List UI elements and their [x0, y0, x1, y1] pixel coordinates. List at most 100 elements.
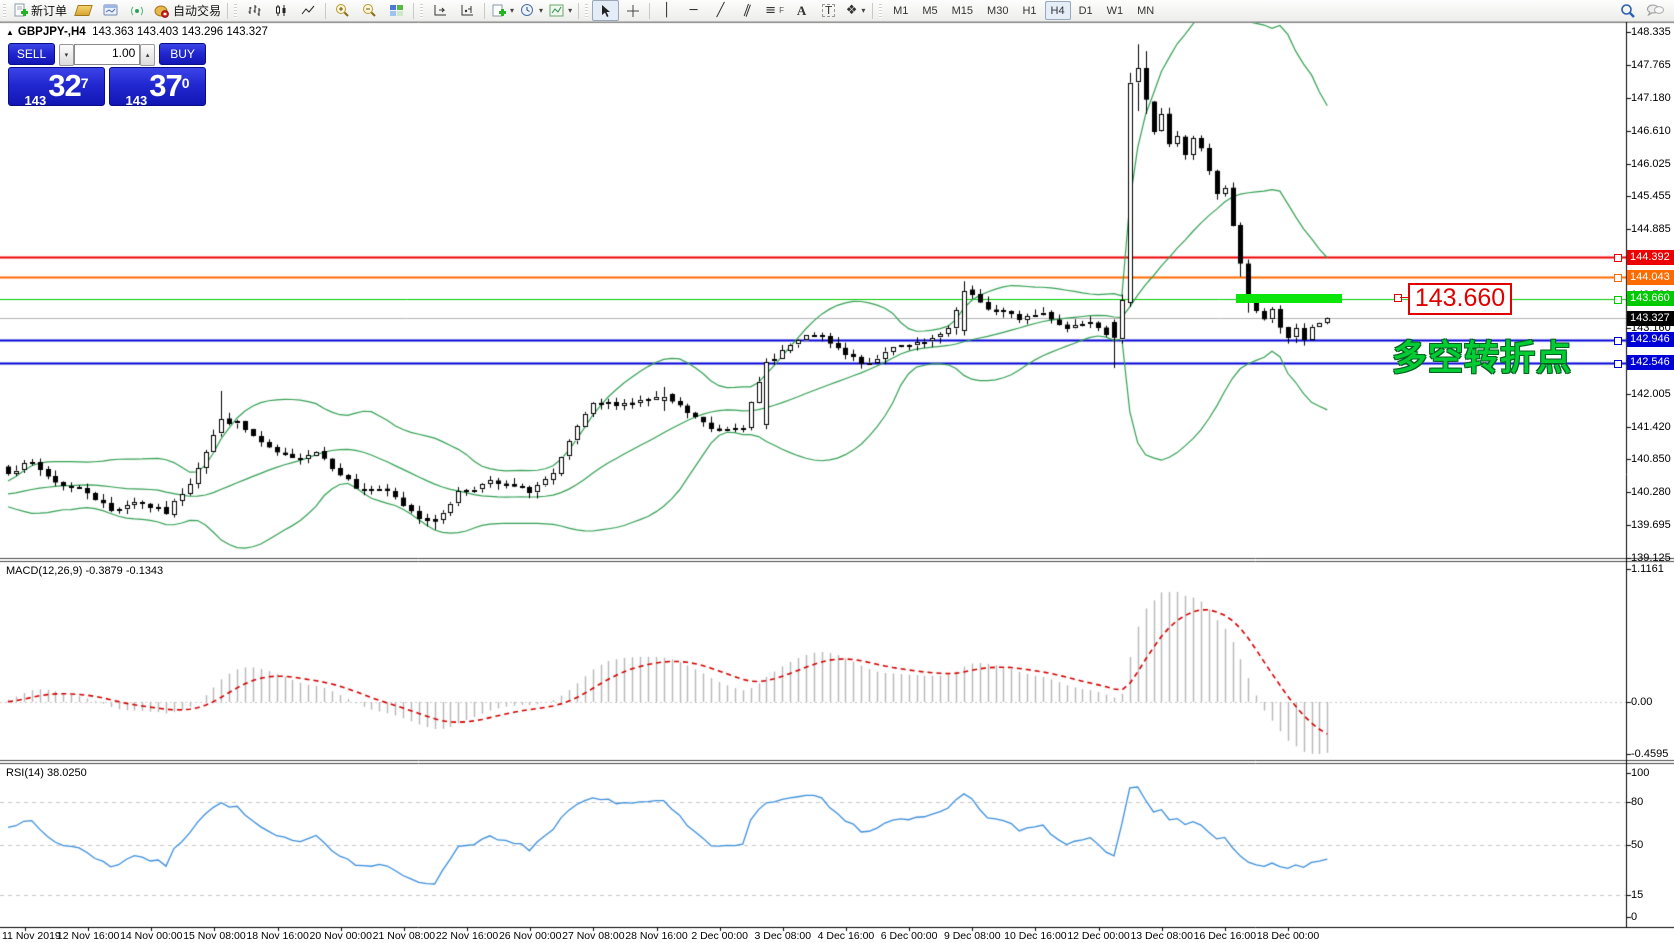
zoom-in-button[interactable] [329, 0, 356, 21]
toolbar: 新订单 自动交易 [0, 0, 1674, 22]
rsi-axis-label: 15 [1631, 889, 1644, 902]
vertical-line-button[interactable]: │ [653, 0, 680, 21]
crosshair-icon [626, 4, 639, 17]
fibonacci-button[interactable]: ≡ F [765, 3, 784, 18]
time-axis-label: 12 Dec 00:00 [1067, 930, 1130, 942]
time-axis-label: 20 Nov 00:00 [309, 930, 372, 942]
level-line-handle[interactable] [1614, 336, 1622, 345]
volume-input[interactable]: 1.00 [73, 44, 141, 65]
level-line-handle[interactable] [1614, 254, 1622, 263]
bar-chart-icon [248, 5, 261, 16]
horizontal-line-icon: ─ [689, 3, 698, 18]
text-button[interactable]: A [788, 0, 815, 21]
time-axis-label: 18 Nov 16:00 [246, 930, 309, 942]
time-axis-label: 15 Nov 08:00 [183, 930, 246, 942]
rsi-axis-label: 100 [1631, 767, 1650, 779]
price-level-badge: 142.546 [1627, 355, 1674, 371]
time-axis-label: 28 Nov 16:00 [625, 930, 688, 942]
macd-axis-label: 1.1161 [1631, 563, 1664, 575]
macd-signal-value: -0.1343 [125, 565, 164, 577]
new-order-button[interactable]: 新订单 [10, 0, 70, 21]
time-axis-label: 18 Dec 00:00 [1256, 930, 1320, 942]
chart-shift-button[interactable] [454, 0, 481, 21]
new-order-label: 新订单 [31, 4, 68, 18]
timeframe-group: M1 M5 M15 M30 H1 H4 D1 W1 MN [886, 1, 1161, 20]
chart-profiles-button[interactable] [70, 0, 97, 21]
rsi-pane-label: RSI(14) 38.0250 [6, 767, 87, 779]
channel-button[interactable]: ∥ [734, 0, 761, 21]
market-watch-button[interactable] [97, 0, 124, 21]
search-button[interactable] [1614, 0, 1641, 21]
chat-button[interactable] [1641, 0, 1668, 21]
support-highlight-line[interactable] [1236, 294, 1342, 303]
new-chart-icon [492, 4, 507, 16]
line-chart-icon [301, 5, 315, 15]
price-axis-tick-label: 145.455 [1631, 190, 1671, 203]
rsi-axis-label: 50 [1631, 839, 1644, 851]
time-axis-label: 26 Nov 00:00 [498, 930, 562, 942]
time-axis-label: 14 Nov 00:00 [120, 930, 183, 942]
tf-h4-button[interactable]: H4 [1044, 1, 1071, 20]
zoom-out-button[interactable] [356, 0, 383, 21]
tile-windows-button[interactable] [383, 0, 410, 21]
bull-bear-turning-point-note[interactable]: 多空转折点 [1392, 339, 1573, 378]
text-box-anchor-handle[interactable] [1394, 294, 1402, 302]
price-level-text-box[interactable]: 143.660 [1408, 283, 1512, 315]
text-label-button[interactable]: T [815, 0, 842, 21]
arrows-dropdown[interactable]: ❖ ▾ [842, 0, 869, 21]
price-axis-tick-label: 144.885 [1631, 223, 1671, 236]
price-chart-canvas[interactable] [0, 22, 1674, 943]
tf-mn-button[interactable]: MN [1137, 4, 1155, 17]
volume-increase-button[interactable]: ▴ [140, 44, 156, 66]
buy-button[interactable]: BUY [159, 43, 207, 65]
candlestick-chart-icon [276, 5, 286, 16]
text-icon: A [796, 3, 807, 18]
period-clock-dropdown[interactable]: ▾ [517, 0, 546, 21]
signal-icon [130, 4, 145, 18]
templates-dropdown[interactable]: ▾ [546, 0, 575, 21]
trendline-button[interactable]: ╱ [707, 0, 734, 21]
buy-price-prefix: 143 [125, 93, 148, 108]
connection-status-button[interactable] [124, 0, 151, 21]
tf-m1-button[interactable]: M1 [893, 4, 909, 17]
price-axis-tick-label: 146.025 [1631, 157, 1671, 170]
tf-d1-button[interactable]: D1 [1078, 4, 1093, 17]
bar-chart-button[interactable] [241, 0, 268, 21]
price-axis-tick-label: 147.180 [1631, 91, 1671, 104]
volume-decrease-button[interactable]: ▾ [58, 44, 74, 66]
level-line-handle[interactable] [1614, 295, 1622, 304]
crosshair-button[interactable] [619, 0, 646, 21]
buy-price-button[interactable]: 143 37 0 [109, 67, 206, 108]
tf-m15-button[interactable]: M15 [951, 4, 974, 17]
time-axis-label: 2 Dec 00:00 [691, 930, 748, 942]
horizontal-line-button[interactable]: ─ [680, 0, 707, 21]
price-axis-tick-label: 140.850 [1631, 453, 1671, 466]
level-line-handle[interactable] [1614, 359, 1622, 368]
price-axis-tick-label: 147.765 [1631, 58, 1671, 71]
sell-button[interactable]: SELL [8, 43, 55, 65]
line-chart-button[interactable] [295, 0, 322, 21]
tf-m30-button[interactable]: M30 [987, 4, 1009, 17]
current-price-badge: 143.327 [1627, 310, 1674, 326]
tf-m5-button[interactable]: M5 [922, 4, 938, 17]
auto-scroll-button[interactable] [427, 0, 454, 21]
new-chart-dropdown[interactable]: ▾ [488, 0, 517, 21]
candlestick-chart-button[interactable] [268, 0, 295, 21]
channel-icon: ∥ [741, 2, 754, 19]
price-axis-tick-label: 139.695 [1631, 519, 1671, 532]
buy-price-main: 37 [149, 68, 182, 103]
sell-price-button[interactable]: 143 32 7 [8, 67, 105, 108]
auto-trading-button[interactable]: 自动交易 [151, 0, 224, 21]
time-axis-label: 13 Dec 08:00 [1130, 930, 1193, 942]
trendline-icon: ╱ [716, 3, 725, 18]
level-line-handle[interactable] [1614, 274, 1622, 283]
tf-w1-button[interactable]: W1 [1106, 4, 1124, 17]
search-icon [1620, 3, 1635, 18]
macd-axis-label: -0.4595 [1631, 748, 1669, 760]
collapse-arrow-icon[interactable]: ▲ [6, 28, 14, 37]
text-box-anchor-line [1400, 297, 1408, 298]
cursor-button[interactable] [592, 0, 620, 21]
tf-h1-button[interactable]: H1 [1022, 4, 1037, 17]
zoom-in-icon [336, 4, 349, 17]
